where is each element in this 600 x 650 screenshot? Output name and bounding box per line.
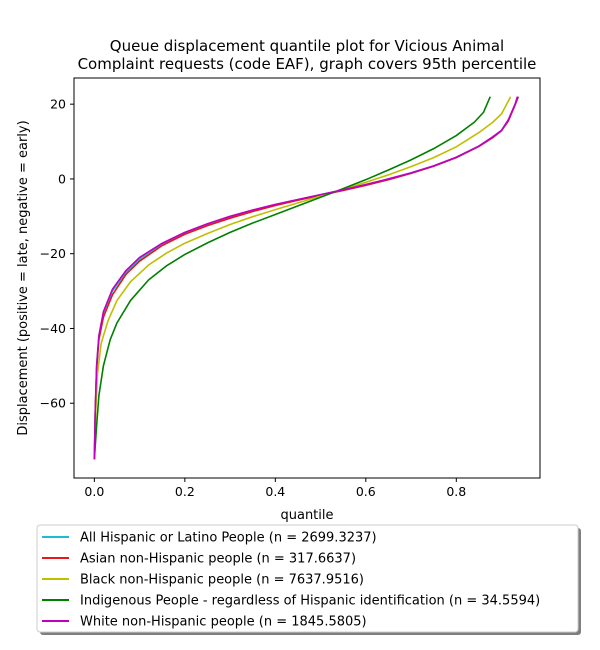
series-line-0: [93, 96, 520, 460]
y-tick-label: −40: [40, 321, 66, 336]
legend-label-0: All Hispanic or Latino People (n = 2699.…: [80, 531, 377, 546]
series-line-4: [93, 96, 519, 460]
x-axis: 0.0 0.2 0.4 0.6 0.8: [84, 478, 466, 499]
y-axis-label: Displacement (positive = late, negative …: [16, 120, 31, 435]
x-tick-label: 0.6: [356, 484, 376, 499]
legend-box: [36, 524, 579, 633]
y-axis: 20 0 −20 −40 −60: [40, 97, 74, 411]
y-tick-label: −20: [40, 246, 66, 261]
x-tick-label: 0.8: [446, 484, 466, 499]
series-layer: [93, 96, 520, 460]
legend-label-2: Black non-Hispanic people (n = 7637.9516…: [80, 573, 364, 588]
series-line-2: [93, 96, 512, 460]
legend-label-1: Asian non-Hispanic people (n = 317.6637): [80, 552, 356, 567]
legend-label-4: White non-Hispanic people (n = 1845.5805…: [80, 615, 367, 630]
legend-label-3: Indigenous People - regardless of Hispan…: [80, 594, 540, 609]
x-axis-label: quantile: [280, 508, 333, 523]
legend-items: All Hispanic or Latino People (n = 2699.…: [42, 531, 540, 630]
y-tick-label: 20: [50, 97, 66, 112]
series-line-1: [93, 96, 520, 460]
plot-frame: [73, 77, 541, 479]
x-tick-label: 0.2: [175, 484, 195, 499]
chart-title-line-2: Complaint requests (code EAF), graph cov…: [78, 55, 537, 73]
x-tick-label: 0.4: [265, 484, 285, 499]
series-line-3: [93, 96, 491, 460]
chart-title-line-1: Queue displacement quantile plot for Vic…: [110, 37, 504, 55]
x-tick-label: 0.0: [84, 484, 104, 499]
y-tick-label: −60: [40, 396, 66, 411]
y-tick-label: 0: [58, 171, 66, 186]
legend: All Hispanic or Latino People (n = 2699.…: [36, 524, 581, 635]
